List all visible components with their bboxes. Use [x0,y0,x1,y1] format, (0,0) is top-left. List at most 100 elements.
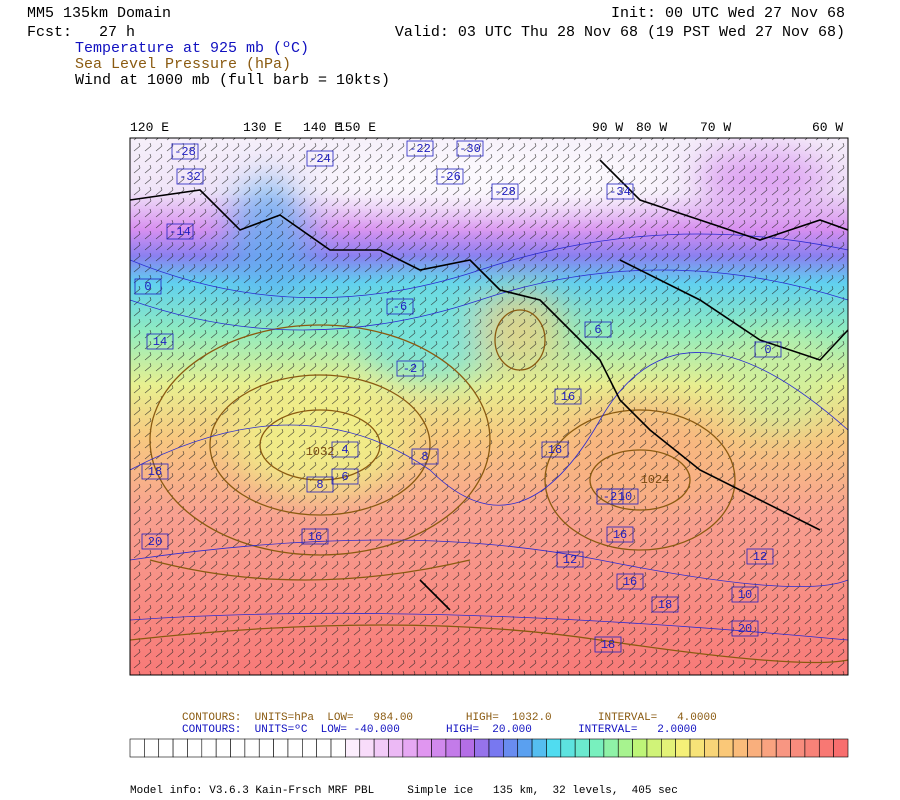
temperature-label-box [491,183,519,200]
map-labels: -28 -32 -24 -22 -30 -26 -28 -34 -14 -6 -2 -2 0 14 4 8 6 8… [134,140,782,653]
wind-barbs [130,138,848,675]
color-bar [129,738,849,758]
color-bar-cell [617,738,633,758]
color-bar-cell [445,738,461,758]
legend-pressure: Sea Level Pressure (hPa) [75,56,291,73]
temperature-contour-info: CONTOURS: UNITS=ºC LOW= -40.000 HIGH= 20… [182,724,697,736]
color-bar-cell [144,738,160,758]
color-bar-cell [675,738,691,758]
color-bar-cell [646,738,662,758]
color-bar-cell [316,738,332,758]
color-bar-cell [589,738,605,758]
color-bar-cell [632,738,648,758]
color-bar-cell [804,738,820,758]
temperature-label: 0 [144,280,151,294]
temperature-label-box [616,573,644,590]
temperature-label-box [611,488,639,505]
temperature-label-box [301,528,329,545]
temperature-label: 20 [148,535,162,549]
model-info: Model info: V3.6.3 Kain-Frsch MRF PBL Si… [130,785,678,797]
temperature-label-box [754,341,782,358]
temperature-label-box [146,333,174,350]
temperature-label: 18 [148,465,162,479]
temperature-label: -22 [409,142,431,156]
temperature-label: 16 [308,530,322,544]
color-bar-cell [790,738,806,758]
color-bar-cell [431,738,447,758]
temperature-label: -28 [174,145,196,159]
temperature-label: 14 [153,335,167,349]
temperature-label-box [584,321,612,338]
temperature-label: 10 [738,588,752,602]
color-bar-cell [230,738,246,758]
color-bar-cell [345,738,361,758]
color-bar-cell [732,738,748,758]
temperature-label: 12 [563,553,577,567]
temperature-label: 10 [618,490,632,504]
map-field: -28 -32 -24 -22 -30 -26 -28 -34 -14 -6 -2 -2 0 14 4 8 6 8… [130,138,848,675]
color-bar-cell [574,738,590,758]
pressure-label: 1024 [641,473,670,487]
temperature-label-box [171,143,199,160]
temperature-label: -14 [169,225,191,239]
temperature-label: -34 [609,185,631,199]
pressure-label: 1032 [306,445,335,459]
temperature-label-box [331,441,359,458]
color-bar-cell [546,738,562,758]
temperature-contours [130,233,848,641]
temperature-label: 16 [561,390,575,404]
temperature-label-box [176,168,204,185]
longitude-label: 70 W [700,120,731,135]
color-bar-cell [258,738,274,758]
color-bar-cell [517,738,533,758]
init-time: Init: 00 UTC Wed 27 Nov 68 [611,5,845,22]
temperature-label-box [436,168,464,185]
temperature-label-box [554,388,582,405]
color-bar-cell [689,738,705,758]
longitude-label: 150 E [337,120,376,135]
color-bar-cell [388,738,404,758]
temperature-label: 6 [594,323,601,337]
color-bar-cell [704,738,720,758]
temperature-label-box [731,586,759,603]
temperature-label: 4 [341,443,348,457]
color-bar-cell [661,738,676,758]
temperature-label-box [386,298,414,315]
temperature-label: 0 [764,343,771,357]
temperature-label: -32 [179,170,201,184]
color-bar-cell [273,738,289,758]
temperature-label: 8 [421,450,428,464]
temperature-label-box [606,526,634,543]
valid-time: Valid: 03 UTC Thu 28 Nov 68 (19 PST Wed … [395,24,845,41]
longitude-label: 130 E [243,120,282,135]
color-bar-cell [129,738,145,758]
temperature-label-box [141,533,169,550]
color-bar-cell [560,738,576,758]
temperature-label: 8 [316,478,323,492]
temperature-label: -6 [393,300,407,314]
temperature-label: -26 [439,170,461,184]
temperature-label-box [556,551,584,568]
pressure-contours [130,309,848,664]
temperature-label: -24 [309,152,331,166]
color-bar-cell [718,738,734,758]
temperature-label-box [166,223,194,240]
longitude-label: 90 W [592,120,623,135]
color-bar-cell [531,738,547,758]
color-bar-cell [172,738,188,758]
temperature-label-box [541,441,569,458]
temperature-label-box [596,488,624,505]
color-bar-cell [187,738,203,758]
temperature-label: -2 [403,362,417,376]
map-frame [129,137,849,676]
color-bar-cell [201,738,217,758]
temperature-label-box [746,548,774,565]
color-bar-cell [474,738,490,758]
color-bar-cell [158,738,174,758]
color-bar-cell [503,738,519,758]
temperature-label: -30 [459,142,481,156]
temperature-label-box [331,468,359,485]
legend-wind: Wind at 1000 mb (full barb = 10kts) [75,72,390,89]
